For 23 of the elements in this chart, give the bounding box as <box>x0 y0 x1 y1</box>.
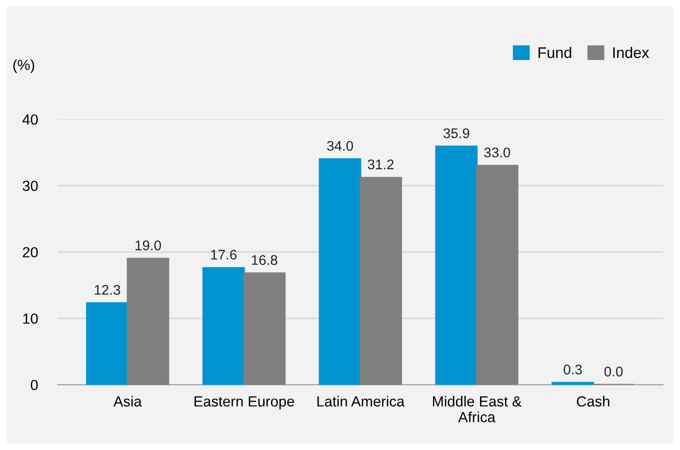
y-axis-title: (%) <box>13 59 34 73</box>
y-tick-label: 30 <box>22 180 38 192</box>
x-tick-label: Cash <box>576 396 610 407</box>
legend-label: Index <box>613 46 650 58</box>
x-tick-label: Asia <box>113 396 142 407</box>
data-label: 0.3 <box>564 364 582 374</box>
data-label: 19.0 <box>136 240 161 250</box>
y-tick-label: 20 <box>22 247 38 258</box>
data-label: 17.6 <box>211 250 237 260</box>
data-label: 33.0 <box>484 148 510 158</box>
y-tick-label: 40 <box>22 114 38 125</box>
data-label: 34.0 <box>327 140 354 151</box>
x-tick-label: Middle East & Africa <box>432 396 522 422</box>
data-label: 31.2 <box>368 160 394 170</box>
x-tick-label: Latin America <box>317 396 405 407</box>
data-label: 12.3 <box>94 284 120 295</box>
x-tick-label: Eastern Europe <box>194 396 294 410</box>
legend-label: Fund <box>538 46 572 58</box>
data-label: 16.8 <box>252 255 278 265</box>
y-tick-label: 0 <box>30 380 38 390</box>
data-label: 0.0 <box>604 366 623 376</box>
data-label: 35.9 <box>443 128 470 138</box>
y-tick-label: 10 <box>23 313 38 324</box>
